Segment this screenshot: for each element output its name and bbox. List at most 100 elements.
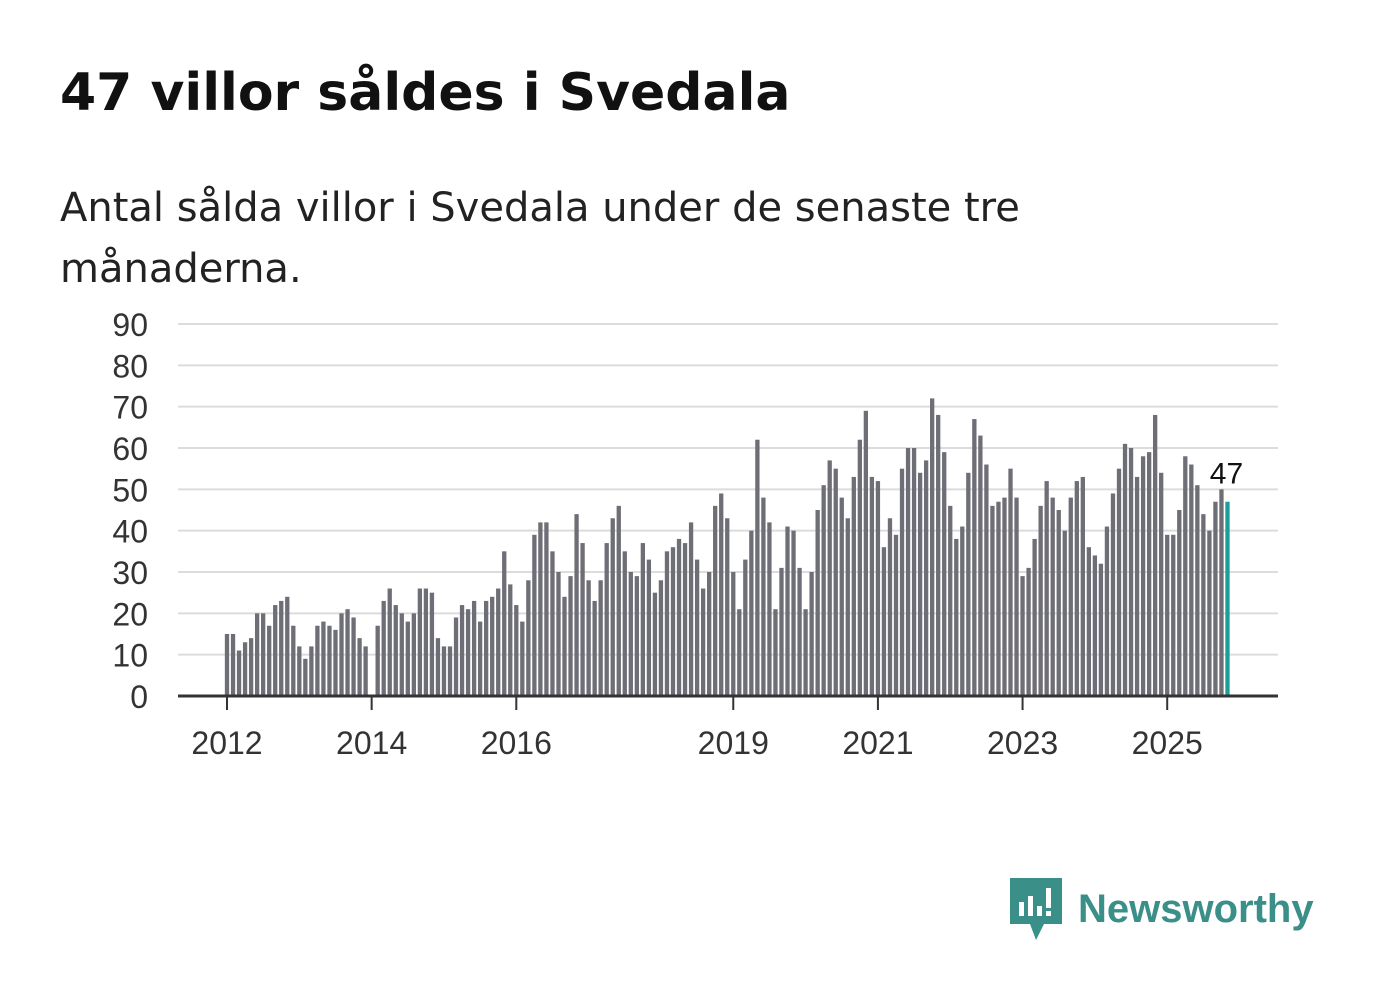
bar — [1086, 547, 1092, 696]
bar — [429, 592, 435, 696]
bar — [646, 559, 652, 696]
bar — [411, 613, 416, 696]
bar — [297, 646, 302, 696]
y-tick-label: 40 — [112, 514, 148, 550]
bar — [731, 572, 736, 696]
bar — [441, 646, 447, 696]
bar — [291, 625, 296, 696]
bar — [586, 580, 591, 696]
bar — [725, 518, 730, 696]
bar — [719, 493, 724, 696]
bar — [1195, 485, 1200, 696]
bar — [749, 530, 754, 696]
x-tick-label: 2025 — [1132, 725, 1203, 761]
bar — [273, 605, 278, 696]
bar — [309, 646, 314, 696]
bar — [1008, 468, 1013, 696]
bar — [351, 617, 356, 696]
bar — [375, 625, 380, 696]
bar — [827, 460, 832, 696]
bar — [1159, 472, 1164, 696]
bar — [1014, 497, 1019, 696]
bar — [562, 596, 567, 696]
bar — [532, 534, 537, 696]
bar — [520, 621, 525, 696]
bar — [471, 600, 477, 696]
bar — [743, 559, 748, 696]
bar — [713, 505, 718, 696]
bar — [1128, 448, 1134, 696]
bar — [1050, 497, 1055, 696]
bar — [580, 543, 585, 696]
bar — [610, 518, 615, 696]
bar — [960, 526, 965, 696]
bar-series — [224, 398, 1230, 696]
bar — [508, 584, 513, 696]
y-tick-label: 70 — [112, 390, 148, 426]
x-tick-label: 2012 — [191, 725, 262, 761]
bar — [405, 621, 410, 696]
bar — [1201, 514, 1206, 696]
bar — [254, 613, 260, 696]
bar — [670, 547, 676, 696]
bar — [930, 398, 935, 696]
bar — [1146, 452, 1152, 696]
bar — [1219, 489, 1224, 696]
bar — [954, 538, 959, 696]
bar — [556, 572, 561, 696]
bar — [261, 613, 266, 696]
bar — [224, 634, 230, 696]
bar — [839, 497, 844, 696]
bar — [417, 588, 423, 696]
value-annotation: 47 — [1210, 458, 1243, 491]
bar — [936, 414, 941, 696]
bar — [279, 600, 284, 696]
bar — [857, 439, 862, 696]
bar — [230, 634, 236, 696]
bar — [453, 617, 459, 696]
bar — [622, 551, 627, 696]
x-tick-label: 2016 — [481, 725, 552, 761]
bar — [1213, 501, 1218, 696]
bar — [514, 605, 519, 696]
bar — [863, 410, 869, 696]
bar — [1171, 534, 1176, 696]
bar — [526, 580, 531, 696]
bar — [942, 452, 947, 696]
bar — [917, 472, 923, 696]
bar — [767, 522, 772, 696]
bar — [755, 439, 760, 696]
bar — [484, 600, 489, 696]
bar — [459, 605, 465, 696]
bar — [399, 613, 404, 696]
bar — [1062, 530, 1067, 696]
bar — [1104, 526, 1110, 696]
bar — [574, 514, 579, 696]
bar — [990, 505, 995, 696]
bar — [821, 485, 826, 696]
bar — [477, 621, 483, 696]
bar — [881, 547, 887, 696]
y-tick-label: 90 — [112, 307, 148, 343]
bar — [773, 609, 778, 696]
bar — [911, 448, 917, 696]
bar — [1189, 464, 1194, 696]
bar — [1068, 497, 1073, 696]
bar — [538, 522, 543, 696]
bar — [1134, 476, 1140, 696]
y-tick-label: 50 — [112, 472, 148, 508]
bar — [598, 580, 603, 696]
bar — [447, 646, 453, 696]
bar — [321, 621, 326, 696]
bar — [357, 638, 362, 696]
bar — [435, 638, 441, 696]
bar — [568, 576, 573, 696]
bar — [1207, 530, 1212, 696]
bar — [785, 526, 790, 696]
bar-highlight — [1225, 501, 1230, 696]
bar — [465, 609, 471, 696]
bar — [550, 551, 555, 696]
bar — [869, 476, 875, 696]
bar — [1092, 555, 1098, 696]
bar — [1026, 567, 1031, 696]
